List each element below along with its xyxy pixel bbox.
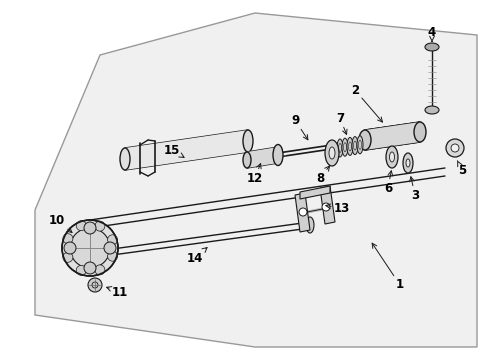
Text: 15: 15 bbox=[164, 144, 184, 157]
Ellipse shape bbox=[406, 159, 410, 167]
Polygon shape bbox=[125, 130, 248, 170]
Circle shape bbox=[322, 203, 330, 211]
Ellipse shape bbox=[120, 148, 130, 170]
Text: 4: 4 bbox=[428, 26, 436, 41]
Circle shape bbox=[88, 278, 102, 292]
Ellipse shape bbox=[325, 140, 339, 166]
Ellipse shape bbox=[306, 217, 314, 233]
Ellipse shape bbox=[329, 147, 335, 159]
Circle shape bbox=[63, 234, 73, 244]
Text: 14: 14 bbox=[187, 248, 207, 265]
Ellipse shape bbox=[357, 136, 363, 154]
Ellipse shape bbox=[425, 43, 439, 51]
Ellipse shape bbox=[390, 152, 394, 162]
Polygon shape bbox=[295, 193, 310, 232]
Text: 8: 8 bbox=[316, 166, 330, 185]
Text: 7: 7 bbox=[336, 112, 347, 134]
Circle shape bbox=[95, 221, 105, 231]
Circle shape bbox=[107, 235, 118, 245]
Polygon shape bbox=[35, 13, 477, 347]
Ellipse shape bbox=[352, 136, 358, 154]
Ellipse shape bbox=[342, 138, 348, 156]
Ellipse shape bbox=[337, 139, 343, 157]
Circle shape bbox=[299, 208, 307, 216]
Polygon shape bbox=[300, 186, 330, 199]
Ellipse shape bbox=[359, 130, 371, 150]
Ellipse shape bbox=[347, 138, 353, 156]
Circle shape bbox=[451, 144, 459, 152]
Circle shape bbox=[84, 262, 96, 274]
Text: 10: 10 bbox=[49, 213, 72, 233]
Text: 5: 5 bbox=[457, 161, 466, 176]
Circle shape bbox=[62, 220, 118, 276]
Text: 3: 3 bbox=[410, 177, 419, 202]
Circle shape bbox=[64, 242, 76, 254]
Polygon shape bbox=[365, 122, 420, 150]
Ellipse shape bbox=[386, 146, 398, 168]
Ellipse shape bbox=[273, 144, 283, 166]
Ellipse shape bbox=[425, 106, 439, 114]
Circle shape bbox=[76, 221, 86, 231]
Circle shape bbox=[76, 265, 86, 275]
Polygon shape bbox=[320, 186, 335, 224]
Polygon shape bbox=[247, 147, 278, 168]
Text: 12: 12 bbox=[247, 163, 263, 185]
Ellipse shape bbox=[403, 153, 413, 173]
Ellipse shape bbox=[243, 130, 253, 152]
Circle shape bbox=[446, 139, 464, 157]
Circle shape bbox=[95, 265, 105, 275]
Text: 13: 13 bbox=[326, 202, 350, 215]
Text: 1: 1 bbox=[372, 243, 404, 292]
Ellipse shape bbox=[243, 152, 251, 168]
Circle shape bbox=[63, 252, 73, 262]
Text: 6: 6 bbox=[384, 171, 392, 194]
Ellipse shape bbox=[414, 122, 426, 142]
Text: 2: 2 bbox=[351, 84, 383, 122]
Text: 11: 11 bbox=[107, 285, 128, 298]
Circle shape bbox=[107, 251, 118, 261]
Circle shape bbox=[104, 242, 116, 254]
Text: 9: 9 bbox=[291, 113, 308, 140]
Circle shape bbox=[70, 228, 110, 268]
Circle shape bbox=[84, 222, 96, 234]
